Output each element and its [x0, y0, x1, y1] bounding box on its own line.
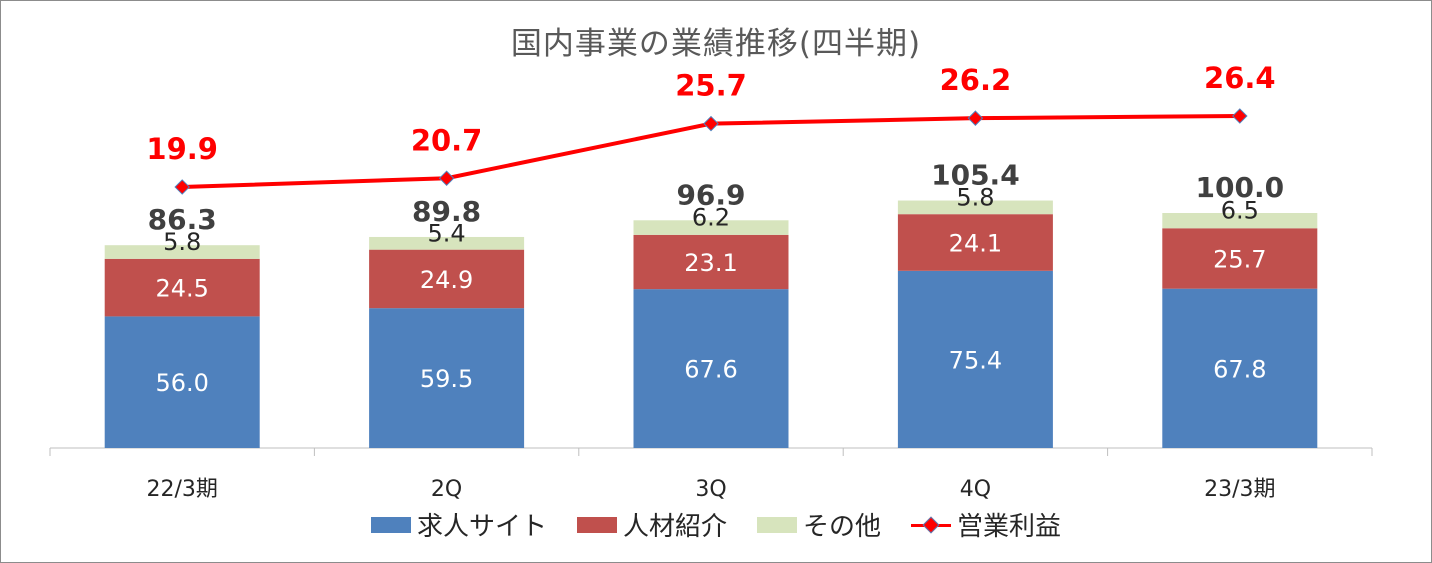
chart-plot: 56.024.55.886.322/3期1Q59.524.95.489.82Q6… [49, 61, 1373, 500]
bar-series-2 [104, 245, 260, 259]
bar-series-0 [1162, 288, 1318, 448]
bar-data-label: 59.5 [420, 365, 473, 393]
bar-series-2 [1162, 213, 1318, 229]
bar-series-1 [104, 258, 260, 317]
operating-profit-label: 19.9 [146, 132, 218, 166]
legend-line-swatch [911, 517, 952, 533]
bar-series-2 [897, 200, 1053, 215]
bar-data-label: 6.2 [692, 204, 730, 232]
bar-series-1 [633, 234, 789, 290]
bar-data-label: 24.5 [155, 275, 208, 303]
legend-label-operating-profit: 営業利益 [957, 512, 1062, 542]
bar-data-label: 24.9 [420, 266, 473, 294]
bar-series-1 [369, 249, 525, 309]
legend-label-series-1: 人材紹介 [622, 512, 727, 542]
bar-series-0 [369, 308, 525, 448]
operating-profit-marker [174, 179, 190, 195]
total-label: 86.3 [148, 203, 217, 236]
total-label: 89.8 [412, 195, 481, 228]
bar-data-label: 5.8 [956, 183, 994, 211]
operating-profit-marker [1232, 108, 1248, 124]
bar-data-label: 67.6 [684, 356, 737, 384]
bar-data-label: 75.4 [949, 346, 1002, 374]
legend-item-series-1: 人材紹介 [576, 506, 727, 543]
total-label: 100.0 [1196, 171, 1285, 204]
legend-item-series-0: 求人サイト [370, 506, 547, 543]
bar-series-0 [104, 316, 260, 448]
bar-data-label: 67.8 [1213, 355, 1266, 383]
legend: 求人サイト 人材紹介 その他 営業利益 [0, 506, 1432, 543]
operating-profit-label: 25.7 [675, 69, 747, 103]
x-tick-label: 23/3期 [1204, 477, 1275, 500]
operating-profit-label: 26.2 [940, 63, 1012, 97]
operating-profit-marker [703, 115, 719, 132]
chart-title: 国内事業の業績推移(四半期) [510, 26, 922, 62]
operating-profit-marker [438, 170, 455, 187]
bar-data-label: 5.4 [428, 219, 466, 247]
x-tick-label: 3Q [695, 477, 726, 500]
total-label: 96.9 [676, 178, 745, 211]
operating-profit-marker [967, 110, 984, 126]
legend-label-series-0: 求人サイト [416, 512, 547, 542]
bar-series-1 [897, 214, 1053, 271]
bar-series-1 [1162, 228, 1318, 289]
legend-swatch-series-1 [576, 516, 617, 533]
bar-data-label: 25.7 [1213, 245, 1266, 273]
legend-label-series-2: その他 [803, 512, 882, 542]
x-tick-label: 2Q [431, 477, 462, 500]
legend-swatch-series-2 [757, 516, 797, 533]
bar-data-label: 6.5 [1221, 197, 1259, 225]
legend-swatch-series-0 [370, 516, 411, 533]
operating-profit-label: 20.7 [411, 123, 483, 157]
legend-item-operating-profit: 営業利益 [911, 506, 1061, 543]
bar-data-label: 5.8 [163, 228, 201, 256]
bar-series-2 [633, 220, 789, 235]
bar-data-label: 56.0 [155, 369, 208, 397]
bar-series-0 [633, 289, 789, 448]
bar-data-label: 23.1 [684, 249, 737, 277]
bar-series-0 [897, 270, 1053, 448]
x-tick-label: 22/3期 [146, 477, 217, 500]
bar-series-2 [369, 236, 525, 250]
x-tick-label: 4Q [960, 477, 991, 500]
legend-item-series-2: その他 [757, 506, 881, 543]
bar-data-label: 24.1 [949, 229, 1002, 257]
total-label: 105.4 [931, 159, 1020, 192]
operating-profit-label: 26.4 [1204, 61, 1276, 95]
